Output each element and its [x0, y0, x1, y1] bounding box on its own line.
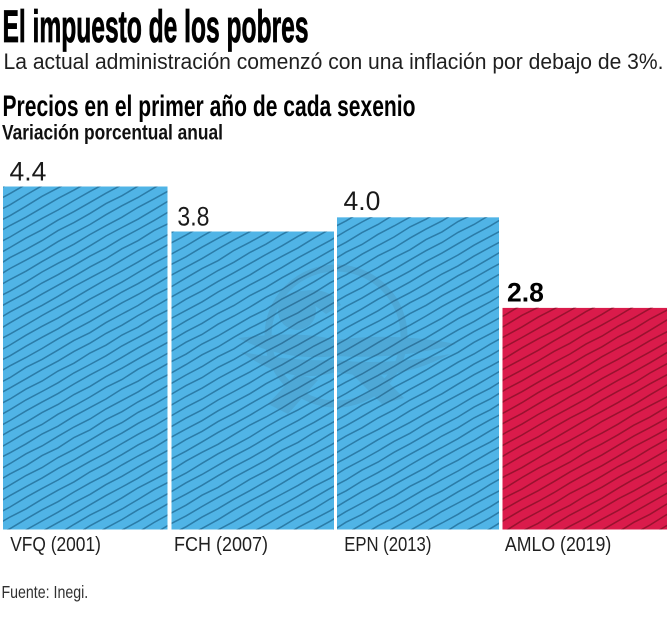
svg-text:FCH (2007): FCH (2007) — [174, 534, 268, 556]
svg-text:3.8: 3.8 — [177, 202, 209, 232]
svg-text:4.4: 4.4 — [10, 157, 47, 187]
svg-text:Precios en el primer año de ca: Precios en el primer año de cada sexenio — [3, 90, 416, 123]
svg-text:El impuesto de los pobres: El impuesto de los pobres — [3, 1, 309, 52]
svg-text:4.0: 4.0 — [344, 186, 381, 216]
svg-text:Variación porcentual anual: Variación porcentual anual — [2, 122, 223, 145]
svg-text:AMLO (2019): AMLO (2019) — [505, 534, 611, 556]
svg-text:La actual administración comen: La actual administración comenzó con una… — [4, 49, 664, 74]
svg-text:VFQ (2001): VFQ (2001) — [10, 534, 101, 556]
svg-text:Fuente: Inegi.: Fuente: Inegi. — [2, 582, 89, 602]
svg-text:2.8: 2.8 — [507, 278, 544, 308]
svg-text:EPN (2013): EPN (2013) — [344, 534, 431, 556]
